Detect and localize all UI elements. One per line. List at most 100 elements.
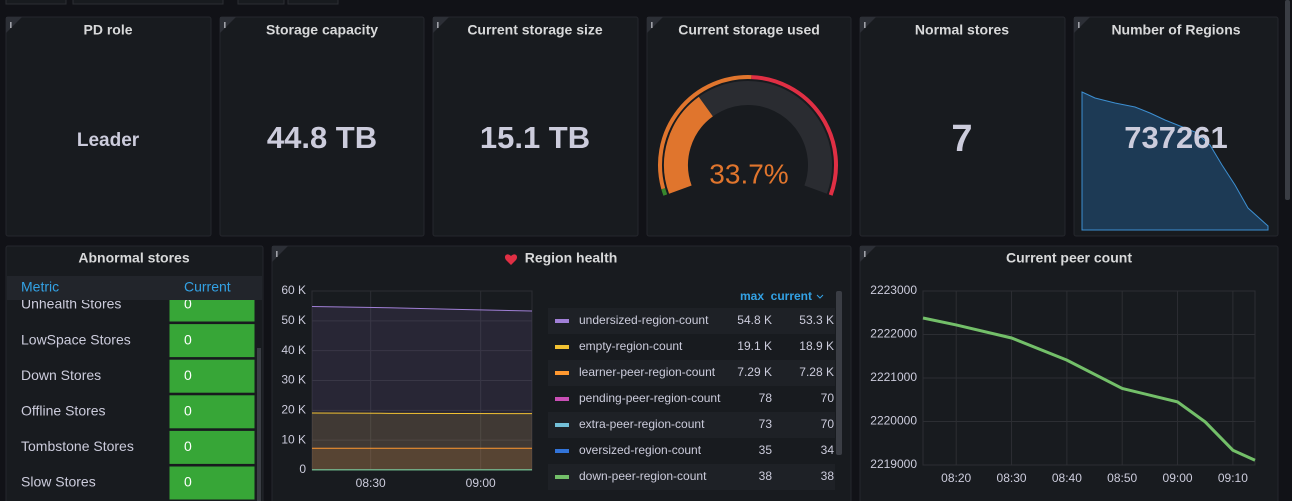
- y-tick-label: 2223000: [870, 283, 917, 297]
- stat-value: 15.1 TB: [480, 120, 590, 155]
- panel: Abnormal stores Metric Current Unhealth …: [5, 245, 264, 501]
- y-tick-label: 40 K: [281, 343, 306, 357]
- legend-name: pending-peer-region-count: [579, 391, 721, 405]
- row-value: 0: [184, 403, 192, 419]
- y-tick-label: 2220000: [870, 414, 917, 428]
- info-glyph: [864, 251, 866, 257]
- legend-max: 73: [759, 417, 773, 431]
- legend-swatch: [555, 423, 569, 427]
- panel: Current storage used 33.7%: [646, 16, 852, 237]
- x-tick-label: 08:50: [1107, 471, 1137, 485]
- gauge-value: 33.7%: [709, 158, 788, 189]
- legend-max: 35: [759, 443, 773, 457]
- legend-swatch: [555, 319, 569, 323]
- status-cell: [168, 394, 256, 430]
- info-glyph: [651, 22, 653, 28]
- panel: Number of Regions 737261: [1073, 16, 1279, 237]
- info-corner: [433, 17, 449, 33]
- legend-current: 34: [821, 443, 835, 457]
- row-value: 0: [184, 438, 192, 454]
- stat-value: 7: [951, 118, 972, 160]
- x-tick-label: 08:20: [941, 471, 971, 485]
- top-control[interactable]: [72, 0, 224, 5]
- area: [312, 306, 532, 470]
- info-icons: [6, 17, 1090, 262]
- panel: Current storage size 15.1 TB: [432, 16, 639, 237]
- row-value: 0: [184, 367, 192, 383]
- x-tick-label: 08:30: [997, 471, 1027, 485]
- legend-current: 7.28 K: [799, 365, 834, 379]
- gauge-threshold: [751, 75, 838, 196]
- scrollbar[interactable]: [257, 348, 261, 501]
- line: [311, 412, 533, 415]
- row-value: 0: [184, 474, 192, 490]
- legend-header: current: [771, 289, 812, 303]
- info-glyph: [437, 22, 439, 28]
- row-label: Tombstone Stores: [21, 438, 134, 454]
- legend-row: [548, 308, 835, 334]
- scrollbar[interactable]: [836, 291, 842, 455]
- panel-title: Abnormal stores: [78, 250, 189, 266]
- y-tick-label: 30 K: [281, 373, 306, 387]
- y-tick-label: 60 K: [281, 283, 306, 297]
- info-corner: [220, 17, 236, 33]
- legend-current: 38: [821, 469, 835, 483]
- row-label: Offline Stores: [21, 403, 106, 419]
- legend-max: 38: [759, 469, 773, 483]
- info-glyph: [10, 22, 12, 28]
- top-control[interactable]: [237, 0, 285, 5]
- legend-swatch: [555, 345, 569, 349]
- panel-title: Storage capacity: [266, 22, 378, 38]
- charts: 0 10 K 20 K 30 K 40 K 50 K 60 K 08:30 09:00 22190…: [281, 283, 1256, 490]
- heart-icon: [504, 254, 518, 265]
- info-glyph: [1078, 22, 1080, 28]
- gauge: [658, 75, 838, 196]
- scrollbar[interactable]: [1285, 0, 1290, 200]
- legend-name: extra-peer-region-count: [579, 417, 705, 431]
- y-tick-label: 0: [299, 462, 306, 476]
- plot-border: [922, 290, 1256, 466]
- table-header: [7, 276, 262, 300]
- legend-name: empty-region-count: [579, 339, 683, 353]
- stat-value: 737261: [1124, 120, 1227, 155]
- stat-value: Leader: [77, 130, 140, 151]
- column-header[interactable]: Metric: [21, 279, 59, 295]
- info-corner: [272, 246, 288, 262]
- legend-name: oversized-region-count: [579, 443, 702, 457]
- panel-title: Current storage size: [467, 22, 603, 38]
- status-cell: [168, 465, 256, 501]
- legend-name: undersized-region-count: [579, 313, 709, 327]
- info-glyph: [276, 251, 278, 257]
- row-label: Down Stores: [21, 367, 101, 383]
- top-control[interactable]: [287, 0, 339, 5]
- y-tick-label: 50 K: [281, 313, 306, 327]
- legend-current: 53.3 K: [799, 313, 834, 327]
- sparkline: [1081, 91, 1269, 231]
- legend-swatch: [555, 371, 569, 375]
- table-body: Unhealth Stores 0 LowSpace Stores 0 Down Sto…: [21, 296, 256, 501]
- info-corner: [647, 17, 663, 33]
- y-tick-label: 2221000: [870, 370, 917, 384]
- row-label: LowSpace Stores: [21, 331, 131, 347]
- area: [312, 448, 532, 470]
- sort-icon: [816, 294, 824, 299]
- legend-current: 18.9 K: [799, 339, 834, 353]
- info-corner: [6, 17, 22, 33]
- column-header[interactable]: Current: [184, 279, 231, 295]
- row-value: 0: [184, 331, 192, 347]
- legend-row: [548, 412, 835, 438]
- legend-max: 78: [759, 391, 773, 405]
- info-glyph: [864, 22, 866, 28]
- row-label: Slow Stores: [21, 474, 96, 490]
- status-cell: [168, 300, 256, 323]
- row-value: 0: [184, 296, 192, 312]
- top-control[interactable]: [5, 0, 67, 5]
- panel-title: Region health: [525, 250, 618, 266]
- panel: Normal stores 7: [859, 16, 1066, 237]
- legend-max: 7.29 K: [737, 365, 772, 379]
- legend-current: 70: [821, 391, 835, 405]
- legend-swatch: [555, 397, 569, 401]
- panel-title: Current storage used: [678, 22, 820, 38]
- panel-title: Current peer count: [1006, 250, 1132, 266]
